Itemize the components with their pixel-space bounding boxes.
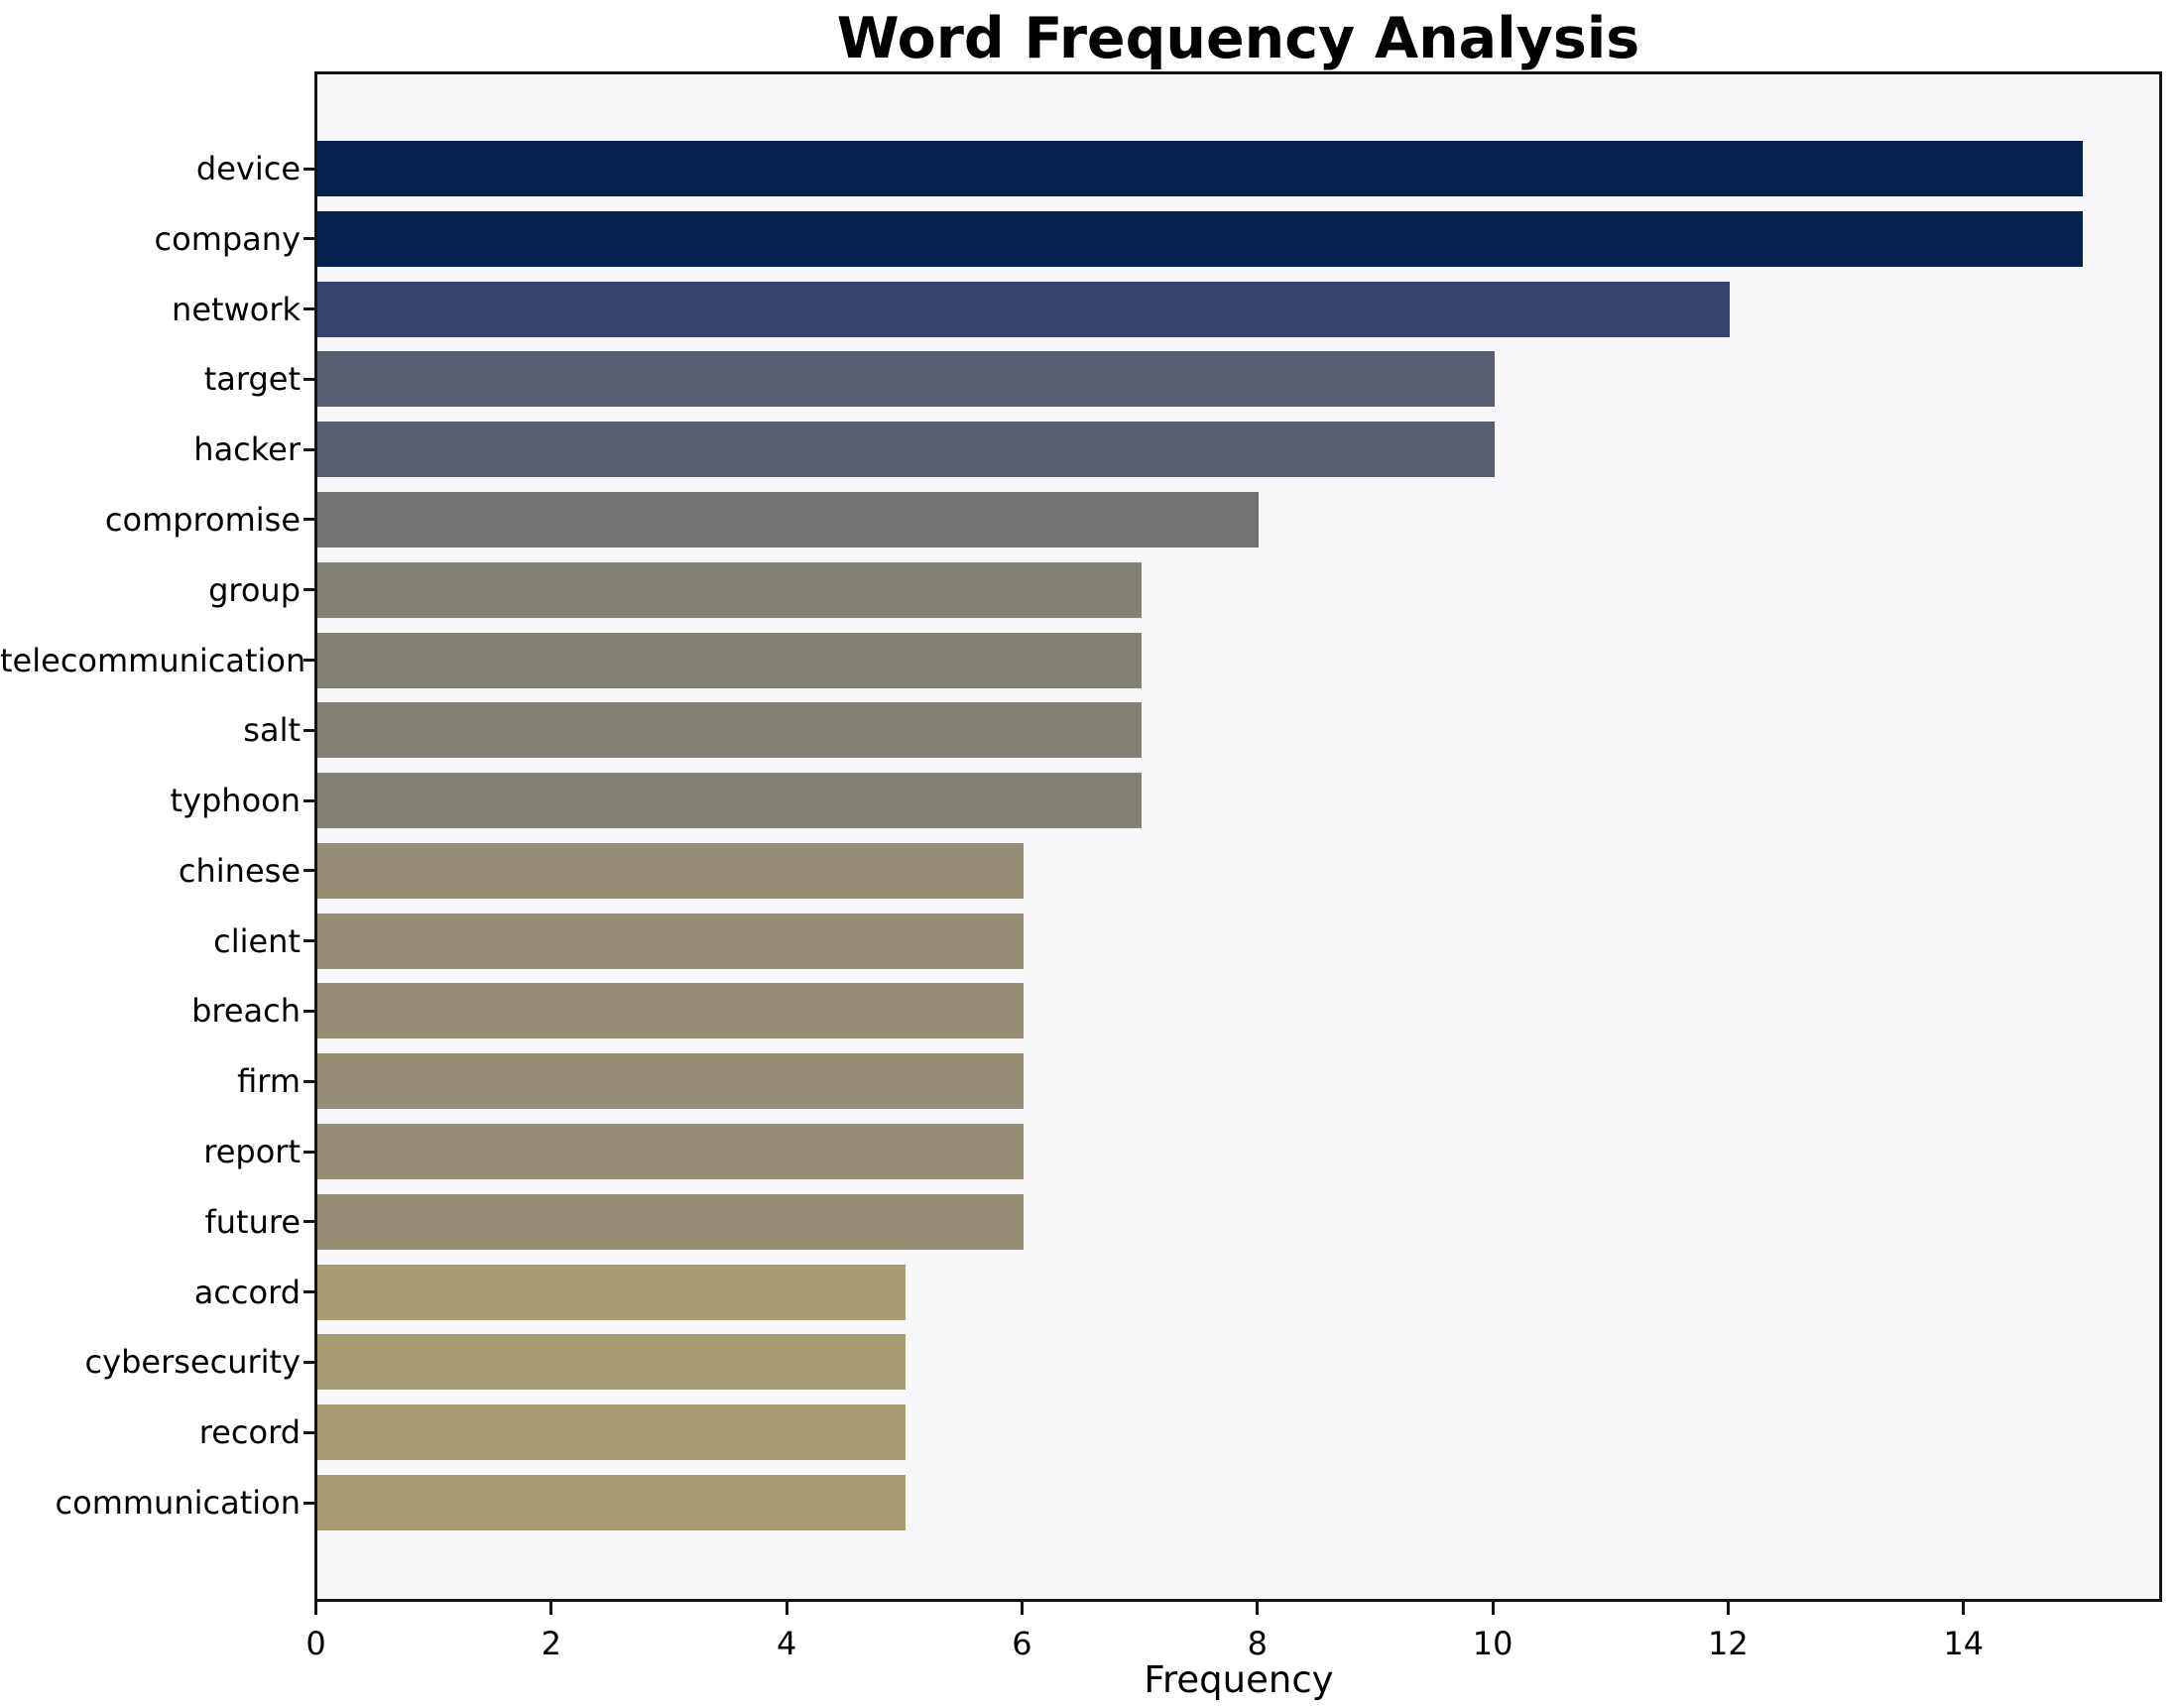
- bar-firm: [317, 1053, 1024, 1110]
- ytick-label-network: network: [172, 290, 301, 328]
- ytick-mark: [303, 1290, 314, 1294]
- bar-communication: [317, 1475, 907, 1530]
- bar-network: [317, 281, 1730, 337]
- plot-area: [314, 71, 2162, 1602]
- ytick-label-hacker: hacker: [193, 430, 301, 469]
- bar-salt: [317, 702, 1142, 759]
- ytick-label-device: device: [195, 150, 301, 187]
- bar-accord: [317, 1264, 907, 1320]
- ytick-label-firm: firm: [237, 1062, 301, 1101]
- ytick-mark: [303, 1360, 314, 1364]
- x-axis-label: Frequency: [1144, 1658, 1334, 1701]
- xtick-label-0: 0: [305, 1625, 326, 1662]
- ytick-mark: [303, 1079, 314, 1083]
- bar-report: [317, 1124, 1024, 1180]
- bar-hacker: [317, 422, 1495, 478]
- ytick-mark: [303, 377, 314, 381]
- xtick-mark: [549, 1602, 553, 1615]
- ytick-mark: [303, 518, 314, 522]
- xtick-label-8: 8: [1247, 1625, 1268, 1662]
- xtick-mark: [1962, 1602, 1966, 1615]
- bar-compromise: [317, 491, 1260, 548]
- bar-target: [317, 351, 1495, 408]
- xtick-mark: [785, 1602, 788, 1615]
- ytick-label-salt: salt: [243, 711, 301, 750]
- ytick-label-future: future: [204, 1202, 301, 1241]
- ytick-mark: [303, 588, 314, 592]
- xtick-label-4: 4: [776, 1625, 797, 1662]
- ytick-label-cybersecurity: cybersecurity: [84, 1343, 301, 1382]
- ytick-mark: [303, 798, 314, 802]
- ytick-mark: [303, 869, 314, 873]
- bar-chinese: [317, 842, 1024, 899]
- xtick-mark: [314, 1602, 317, 1615]
- ytick-mark: [303, 447, 314, 451]
- bar-typhoon: [317, 773, 1142, 829]
- ytick-mark: [303, 1009, 314, 1013]
- ytick-mark: [303, 939, 314, 943]
- xtick-label-6: 6: [1012, 1625, 1032, 1662]
- xtick-mark: [1726, 1602, 1730, 1615]
- ytick-label-typhoon: typhoon: [170, 782, 301, 820]
- ytick-mark: [303, 237, 314, 241]
- bar-client: [317, 913, 1024, 969]
- bar-future: [317, 1193, 1024, 1250]
- xtick-label-14: 14: [1943, 1625, 1985, 1662]
- ytick-label-client: client: [213, 921, 301, 960]
- ytick-mark: [303, 1220, 314, 1224]
- bar-record: [317, 1404, 907, 1461]
- bar-group: [317, 561, 1142, 618]
- ytick-label-communication: communication: [55, 1484, 301, 1522]
- bar-telecommunication: [317, 632, 1142, 688]
- ytick-label-telecommunication: telecommunication: [0, 641, 306, 679]
- ytick-label-breach: breach: [191, 992, 301, 1031]
- ytick-mark: [303, 659, 314, 663]
- xtick-label-10: 10: [1472, 1625, 1513, 1662]
- ytick-label-report: report: [203, 1133, 301, 1171]
- ytick-mark: [303, 167, 314, 171]
- bar-company: [317, 210, 2083, 267]
- ytick-label-record: record: [198, 1413, 301, 1452]
- ytick-label-compromise: compromise: [104, 500, 301, 539]
- xtick-label-2: 2: [541, 1625, 561, 1662]
- ytick-label-target: target: [203, 360, 301, 399]
- xtick-mark: [1491, 1602, 1495, 1615]
- chart-title: Word Frequency Analysis: [836, 6, 1640, 71]
- bar-cybersecurity: [317, 1334, 907, 1391]
- bar-breach: [317, 983, 1024, 1039]
- ytick-label-group: group: [208, 570, 301, 609]
- xtick-mark: [1020, 1602, 1024, 1615]
- xtick-label-12: 12: [1708, 1625, 1749, 1662]
- bar-device: [317, 141, 2083, 196]
- ytick-mark: [303, 1430, 314, 1434]
- xtick-mark: [1256, 1602, 1260, 1615]
- ytick-mark: [303, 1150, 314, 1154]
- ytick-mark: [303, 307, 314, 311]
- ytick-label-accord: accord: [193, 1273, 301, 1311]
- ytick-mark: [303, 728, 314, 732]
- ytick-mark: [303, 1501, 314, 1505]
- ytick-label-chinese: chinese: [178, 851, 301, 890]
- ytick-label-company: company: [154, 219, 301, 258]
